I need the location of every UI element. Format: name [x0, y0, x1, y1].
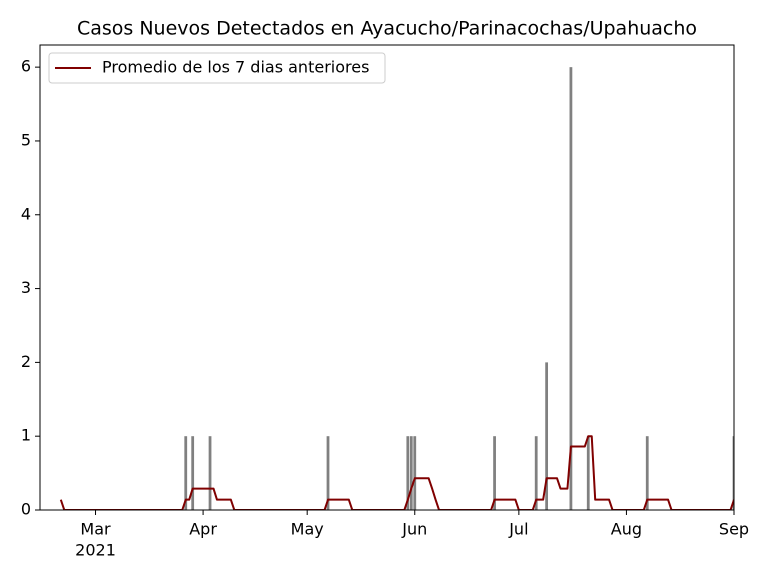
bar — [208, 436, 212, 510]
y-tick-label: 0 — [21, 500, 31, 519]
bar — [191, 436, 195, 510]
y-tick-label: 4 — [21, 204, 31, 223]
legend: Promedio de los 7 dias anteriores — [48, 52, 386, 84]
y-tick-label: 5 — [21, 130, 31, 149]
y-tick-label: 6 — [21, 57, 31, 76]
x-year-label: 2021 — [75, 541, 116, 560]
bar — [569, 67, 573, 510]
bar — [534, 436, 538, 510]
y-tick-label: 1 — [21, 426, 31, 445]
x-tick-label: Aug — [611, 520, 642, 539]
bar — [326, 436, 330, 510]
x-tick-label: May — [291, 520, 324, 539]
bar — [413, 436, 417, 510]
bar — [493, 436, 496, 510]
x-tick-label: Jun — [401, 520, 427, 539]
bar — [409, 436, 413, 510]
average-line — [59, 435, 734, 510]
bar — [732, 436, 734, 510]
x-tick-label: Mar — [80, 520, 111, 539]
bar — [184, 436, 188, 510]
chart-title: Casos Nuevos Detectados en Ayacucho/Pari… — [77, 18, 697, 40]
legend-box — [48, 52, 386, 84]
bar — [545, 362, 549, 510]
axes-frame — [39, 44, 735, 511]
x-tick-label: Jul — [508, 520, 528, 539]
bar — [406, 436, 410, 510]
x-tick-label: Apr — [189, 520, 217, 539]
legend-label: Promedio de los 7 dias anteriores — [102, 58, 369, 77]
y-tick-label: 3 — [21, 278, 31, 297]
y-tick-label: 2 — [21, 352, 31, 371]
plot-area — [59, 67, 734, 510]
x-tick-label: Sep — [719, 520, 749, 539]
bar — [645, 436, 649, 510]
bar — [586, 436, 590, 510]
